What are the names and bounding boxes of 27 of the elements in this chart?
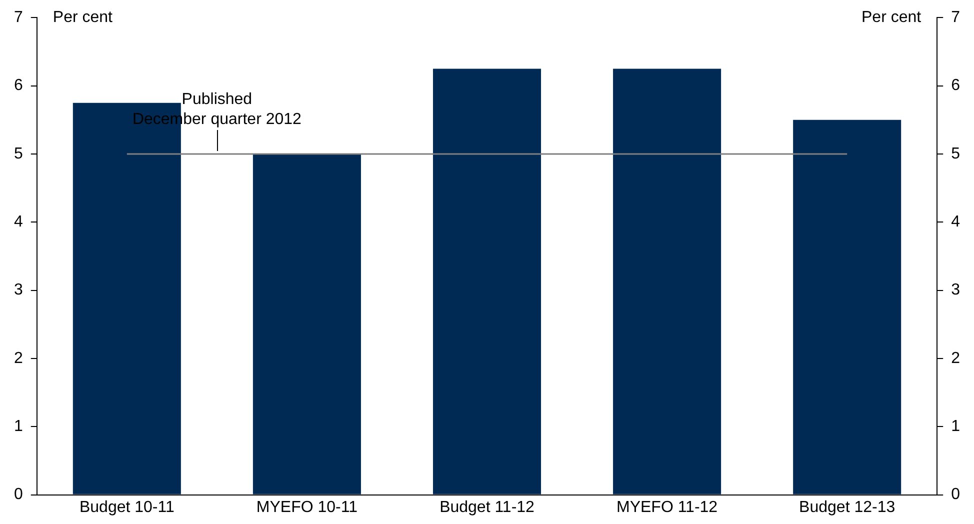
y-axis-title: Per cent (52, 9, 114, 26)
x-tick-label: Budget 11-12 (440, 498, 535, 516)
x-tick-label: Budget 12-13 (799, 498, 896, 516)
bar (613, 68, 722, 494)
y-tick-label: 4 (14, 214, 23, 231)
y-tick-label: 0 (14, 486, 23, 504)
bar (432, 68, 542, 494)
bar (793, 120, 902, 494)
y2-tick-label: 7 (951, 9, 960, 26)
y-tick-label: 6 (14, 77, 23, 94)
y2-tick-label: 2 (951, 350, 960, 367)
x-tick-label: Budget 10-11 (79, 498, 174, 516)
y-tick-label: 5 (14, 145, 23, 162)
y2-tick-label: 1 (951, 418, 960, 436)
bar (252, 154, 361, 494)
x-tick-label: MYEFO 10-11 (256, 498, 358, 516)
y-tick-label: 2 (14, 350, 23, 367)
y2-axis-title: Per cent (862, 9, 922, 26)
x-tick-label: MYEFO 11-12 (616, 498, 718, 516)
y-tick-label: 3 (14, 282, 23, 299)
y-tick-label: 7 (14, 9, 23, 26)
y2-tick-label: 0 (951, 486, 960, 504)
y2-tick-label: 4 (951, 214, 960, 231)
y2-tick-label: 5 (951, 145, 960, 162)
y2-tick-label: 6 (951, 77, 960, 94)
y2-tick-label: 3 (951, 282, 960, 299)
y-tick-label: 1 (14, 418, 23, 436)
